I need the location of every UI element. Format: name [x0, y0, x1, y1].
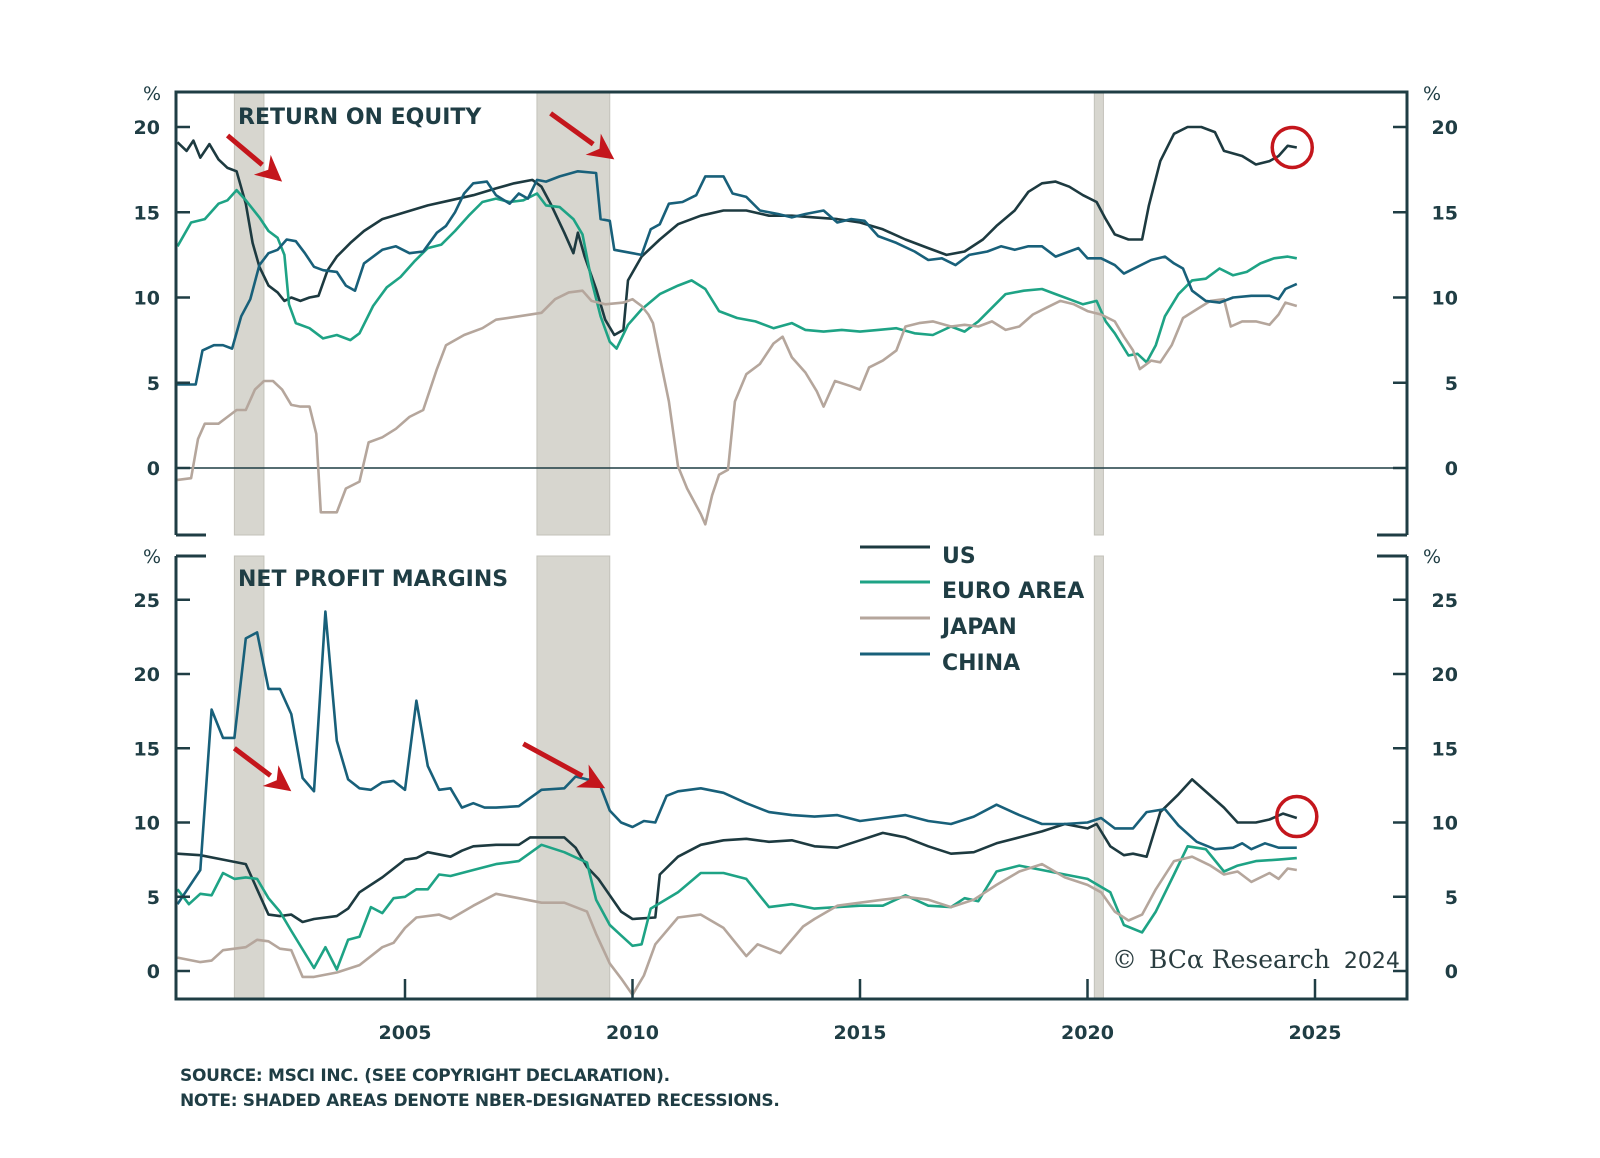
series-line-roe-china: [177, 170, 1298, 386]
series-line-roe-euro-area: [176, 188, 1298, 364]
note-footnote: NOTE: SHADED AREAS DENOTE NBER-DESIGNATE…: [180, 1091, 780, 1111]
x-tick-label: 2025: [1289, 1022, 1342, 1044]
y-tick-label-left-roe: 20: [134, 117, 160, 139]
y-tick-label-left-roe: 5: [147, 373, 160, 395]
y-tick-label-right-roe: 5: [1445, 373, 1458, 395]
axes-frame-roe: [174, 90, 1409, 535]
y-unit-label-bottom-left: %: [143, 546, 161, 568]
series-line-roe-us: [176, 125, 1298, 337]
y-unit-label-bottom-right: %: [1423, 546, 1441, 568]
y-tick-label-left-roe: 0: [147, 458, 160, 480]
y-tick-label-right-npm: 10: [1432, 813, 1458, 835]
recession-band-npm: [1093, 555, 1104, 1000]
y-tick-label-left-roe: 15: [134, 202, 160, 224]
annotation-arrow-shaft: [232, 746, 273, 778]
y-tick-label-right-roe: 20: [1432, 117, 1458, 139]
source-footnote: SOURCE: MSCI INC. (SEE COPYRIGHT DECLARA…: [180, 1066, 670, 1086]
y-tick-label-left-npm: 15: [134, 738, 160, 760]
series-layer: [176, 125, 1298, 997]
y-tick-label-right-npm: 5: [1445, 887, 1458, 909]
copyright-label: © BCα Research 2024: [1112, 945, 1400, 974]
axes-frame-npm: [174, 556, 1409, 1001]
y-unit-label-top-right: %: [1423, 83, 1441, 105]
x-tick-label: 2020: [1061, 1022, 1114, 1044]
annotation-arrow-shaft: [522, 741, 584, 779]
y-tick-label-right-roe: 0: [1445, 458, 1458, 480]
annotation-arrow-head: [585, 133, 615, 160]
legend-label-euro-area: EURO AREA: [942, 579, 1084, 604]
annotation-arrow-head: [576, 764, 606, 789]
series-line-roe-japan: [177, 289, 1298, 526]
annotation-arrow-head: [262, 765, 292, 792]
legend-label-japan: JAPAN: [940, 615, 1017, 640]
legend-label-us: US: [942, 544, 976, 569]
annotation-arrow-shaft: [225, 133, 264, 167]
y-tick-label-left-npm: 20: [134, 664, 160, 686]
copyright-year: 2024: [1344, 949, 1400, 974]
panel-title-roe: RETURN ON EQUITY: [238, 105, 482, 130]
y-unit-label-top-left: %: [143, 83, 161, 105]
recession-band-roe: [233, 91, 265, 536]
series-line-npm-china: [176, 610, 1297, 905]
series-line-npm-japan: [177, 855, 1298, 997]
annotation-highlight-circle: [1270, 125, 1314, 170]
y-tick-label-right-npm: 0: [1445, 961, 1458, 983]
y-tick-label-right-roe: 15: [1432, 202, 1458, 224]
annotation-arrow-shaft: [549, 111, 595, 147]
y-tick-label-right-npm: 20: [1432, 664, 1458, 686]
x-tick-label: 2015: [834, 1022, 887, 1044]
y-tick-label-left-roe: 10: [134, 288, 160, 310]
y-tick-label-left-npm: 0: [147, 961, 160, 983]
panel-title-npm: NET PROFIT MARGINS: [238, 567, 508, 592]
annotation-layer: [225, 111, 1319, 839]
series-line-npm-us: [177, 778, 1298, 924]
x-tick-label: 2005: [379, 1022, 432, 1044]
y-tick-label-right-npm: 25: [1432, 590, 1458, 612]
legend-label-china: CHINA: [942, 651, 1020, 676]
y-tick-label-right-npm: 15: [1432, 738, 1458, 760]
axes-frame-layer: [174, 90, 1409, 1001]
recession-band-roe: [536, 91, 611, 536]
annotation-highlight-circle: [1275, 794, 1319, 839]
y-tick-label-left-npm: 10: [134, 813, 160, 835]
legend: US EURO AREA JAPAN CHINA: [860, 544, 1084, 676]
copyright-brand: BCα Research: [1149, 945, 1330, 974]
copyright-symbol: ©: [1112, 945, 1137, 974]
recession-shading-layer: [233, 91, 1104, 1000]
x-tick-label: 2010: [606, 1022, 659, 1044]
series-line-npm-euro-area: [176, 843, 1297, 971]
y-tick-label-left-npm: 25: [134, 590, 160, 612]
y-tick-label-left-npm: 5: [147, 887, 160, 909]
annotation-arrow-head: [253, 154, 283, 182]
recession-band-npm: [233, 555, 265, 1000]
y-tick-label-right-roe: 10: [1432, 288, 1458, 310]
